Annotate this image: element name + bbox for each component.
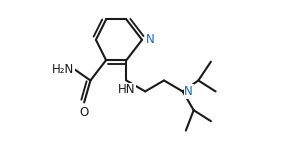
Text: H₂N: H₂N [52, 63, 74, 76]
Text: N: N [184, 85, 193, 98]
Text: N: N [145, 33, 154, 46]
Text: HN: HN [118, 83, 135, 96]
Text: O: O [80, 105, 89, 118]
